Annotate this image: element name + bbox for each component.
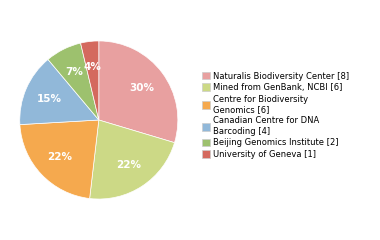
Wedge shape bbox=[20, 120, 99, 198]
Text: 22%: 22% bbox=[116, 160, 141, 170]
Legend: Naturalis Biodiversity Center [8], Mined from GenBank, NCBI [6], Centre for Biod: Naturalis Biodiversity Center [8], Mined… bbox=[202, 72, 350, 159]
Wedge shape bbox=[81, 41, 99, 120]
Text: 15%: 15% bbox=[37, 94, 62, 104]
Text: 30%: 30% bbox=[130, 83, 154, 93]
Wedge shape bbox=[90, 120, 174, 199]
Text: 4%: 4% bbox=[84, 62, 101, 72]
Wedge shape bbox=[48, 43, 99, 120]
Text: 22%: 22% bbox=[47, 152, 72, 162]
Wedge shape bbox=[20, 60, 99, 125]
Wedge shape bbox=[99, 41, 178, 143]
Text: 7%: 7% bbox=[66, 67, 84, 77]
